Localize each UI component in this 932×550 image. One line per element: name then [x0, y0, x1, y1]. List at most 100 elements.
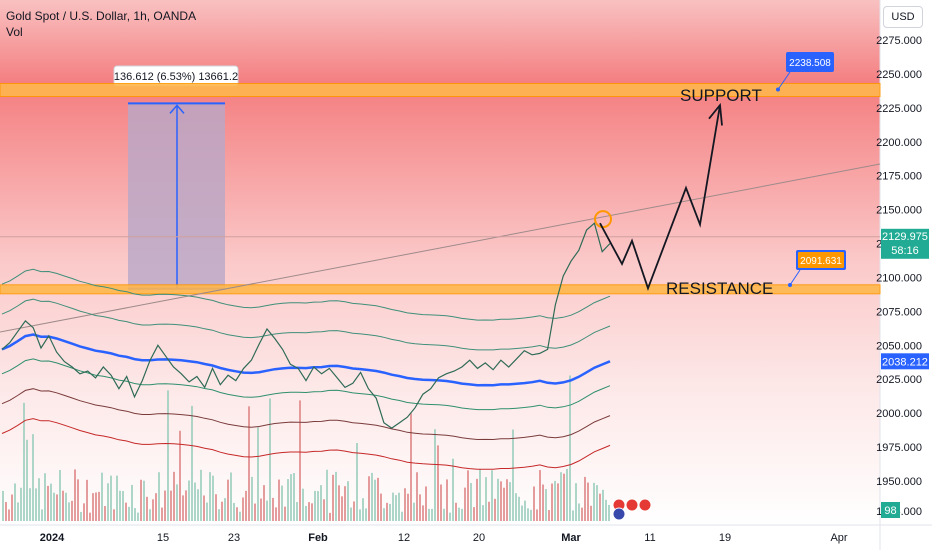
volume-bar — [593, 482, 595, 521]
volume-bar — [173, 471, 175, 521]
measure-label: 136.612 (6.53%) 13661.2 — [114, 71, 238, 83]
volume-bar — [443, 508, 445, 521]
chart-legend: Gold Spot / U.S. Dollar, 1h, OANDA Vol — [6, 8, 196, 40]
volume-bar — [62, 490, 64, 521]
volume-bar — [50, 483, 52, 521]
us-flag-icon — [625, 498, 639, 512]
support-label: SUPPORT — [680, 86, 762, 105]
volume-bar — [341, 496, 343, 521]
volume-bar — [23, 402, 25, 521]
volume-bar — [596, 485, 598, 521]
volume-bar — [569, 375, 571, 521]
volume-bar — [329, 512, 331, 521]
volume-bar — [65, 492, 67, 521]
volume-bar — [290, 474, 292, 521]
volume-bar — [461, 508, 463, 521]
volume-bar — [194, 482, 196, 521]
projection-arrowhead — [708, 102, 723, 126]
volume-bar — [11, 494, 13, 521]
resistance-price-label: 2091.631 — [800, 256, 842, 267]
volume-bar — [266, 500, 268, 521]
volume-bar — [32, 434, 34, 521]
volume-bar — [500, 481, 502, 521]
volume-bar — [383, 508, 385, 521]
volume-bar — [269, 398, 271, 521]
volume-bar — [458, 507, 460, 521]
y-axis-ticks: 2275.000 2250.000 2225.000 2200.000 2175.000… — [876, 35, 922, 518]
volume-bar — [497, 478, 499, 521]
volume-tag: 98 — [881, 502, 900, 518]
volume-bar — [581, 507, 583, 521]
event-flag-icons[interactable] — [612, 498, 652, 521]
volume-bar — [305, 505, 307, 521]
volume-bar — [440, 484, 442, 521]
volume-bar — [5, 502, 7, 521]
volume-bar — [257, 427, 259, 521]
volume-bar — [158, 472, 160, 521]
symbol-title: Gold Spot / U.S. Dollar, 1h, OANDA — [6, 9, 197, 23]
support-price-callout: 2238.508 — [776, 52, 834, 92]
x-tick-label: 12 — [398, 532, 410, 544]
y-tick-label: 2200.000 — [876, 137, 922, 149]
y-tick-label: 2050.000 — [876, 340, 922, 352]
volume-bar — [515, 493, 517, 521]
volume-bar — [242, 497, 244, 521]
x-tick-label: Apr — [830, 532, 847, 544]
volume-bar — [74, 469, 76, 521]
us-flag-icon — [638, 498, 652, 512]
volume-bar — [185, 490, 187, 521]
currency-button[interactable]: USD — [883, 6, 923, 28]
volume-bar — [509, 482, 511, 521]
volume-bar — [470, 483, 472, 521]
band-line — [1, 268, 611, 321]
volume-bar — [476, 478, 478, 521]
volume-bar — [107, 483, 109, 521]
volume-bar — [557, 483, 559, 521]
volume-bar — [464, 487, 466, 521]
us-flag-icon — [612, 507, 626, 521]
y-tick-label: 2275.000 — [876, 35, 922, 47]
measure-arrowhead — [169, 104, 185, 114]
trend-line — [0, 163, 881, 333]
volume-bar — [389, 503, 391, 521]
volume-bar — [344, 486, 346, 521]
volume-bar — [527, 508, 529, 521]
volume-bar — [554, 480, 556, 521]
price-line — [1, 222, 611, 429]
volume-bar — [170, 490, 172, 521]
resistance-price-callout: 2091.631 — [788, 250, 846, 287]
volume-bar — [332, 474, 334, 521]
volume-bar — [584, 476, 586, 521]
volume-bar — [530, 509, 532, 521]
volume-bar — [131, 484, 133, 521]
volume-bar — [599, 493, 601, 521]
volume-bar — [545, 489, 547, 521]
volume-bar — [326, 469, 328, 521]
volume-bar — [134, 508, 136, 521]
volume-bar — [20, 487, 22, 521]
volume-bar — [506, 479, 508, 521]
volume-bar — [95, 492, 97, 521]
y-tick-label: 2000.000 — [876, 408, 922, 420]
volume-bar — [377, 477, 379, 521]
volume-bar — [236, 507, 238, 521]
volume-bar — [59, 470, 61, 521]
y-tick-label: 1950.000 — [876, 476, 922, 488]
volume-bar — [485, 477, 487, 521]
volume-bar — [116, 475, 118, 521]
volume-bar — [317, 491, 319, 521]
x-tick-label: 11 — [644, 532, 655, 544]
volume-bar — [272, 497, 274, 521]
volume-bar — [380, 493, 382, 521]
volume-bar — [53, 492, 55, 521]
volume-bar — [359, 509, 361, 521]
ma-price-tag: 2038.212 — [881, 353, 929, 370]
x-tick-label: 23 — [228, 532, 240, 544]
y-tick-label: 2225.000 — [876, 103, 922, 115]
volume-bars — [2, 375, 610, 521]
volume-bar — [437, 445, 439, 521]
volume-bar — [605, 499, 607, 521]
volume-bar — [101, 472, 103, 521]
volume-bar — [26, 439, 28, 521]
